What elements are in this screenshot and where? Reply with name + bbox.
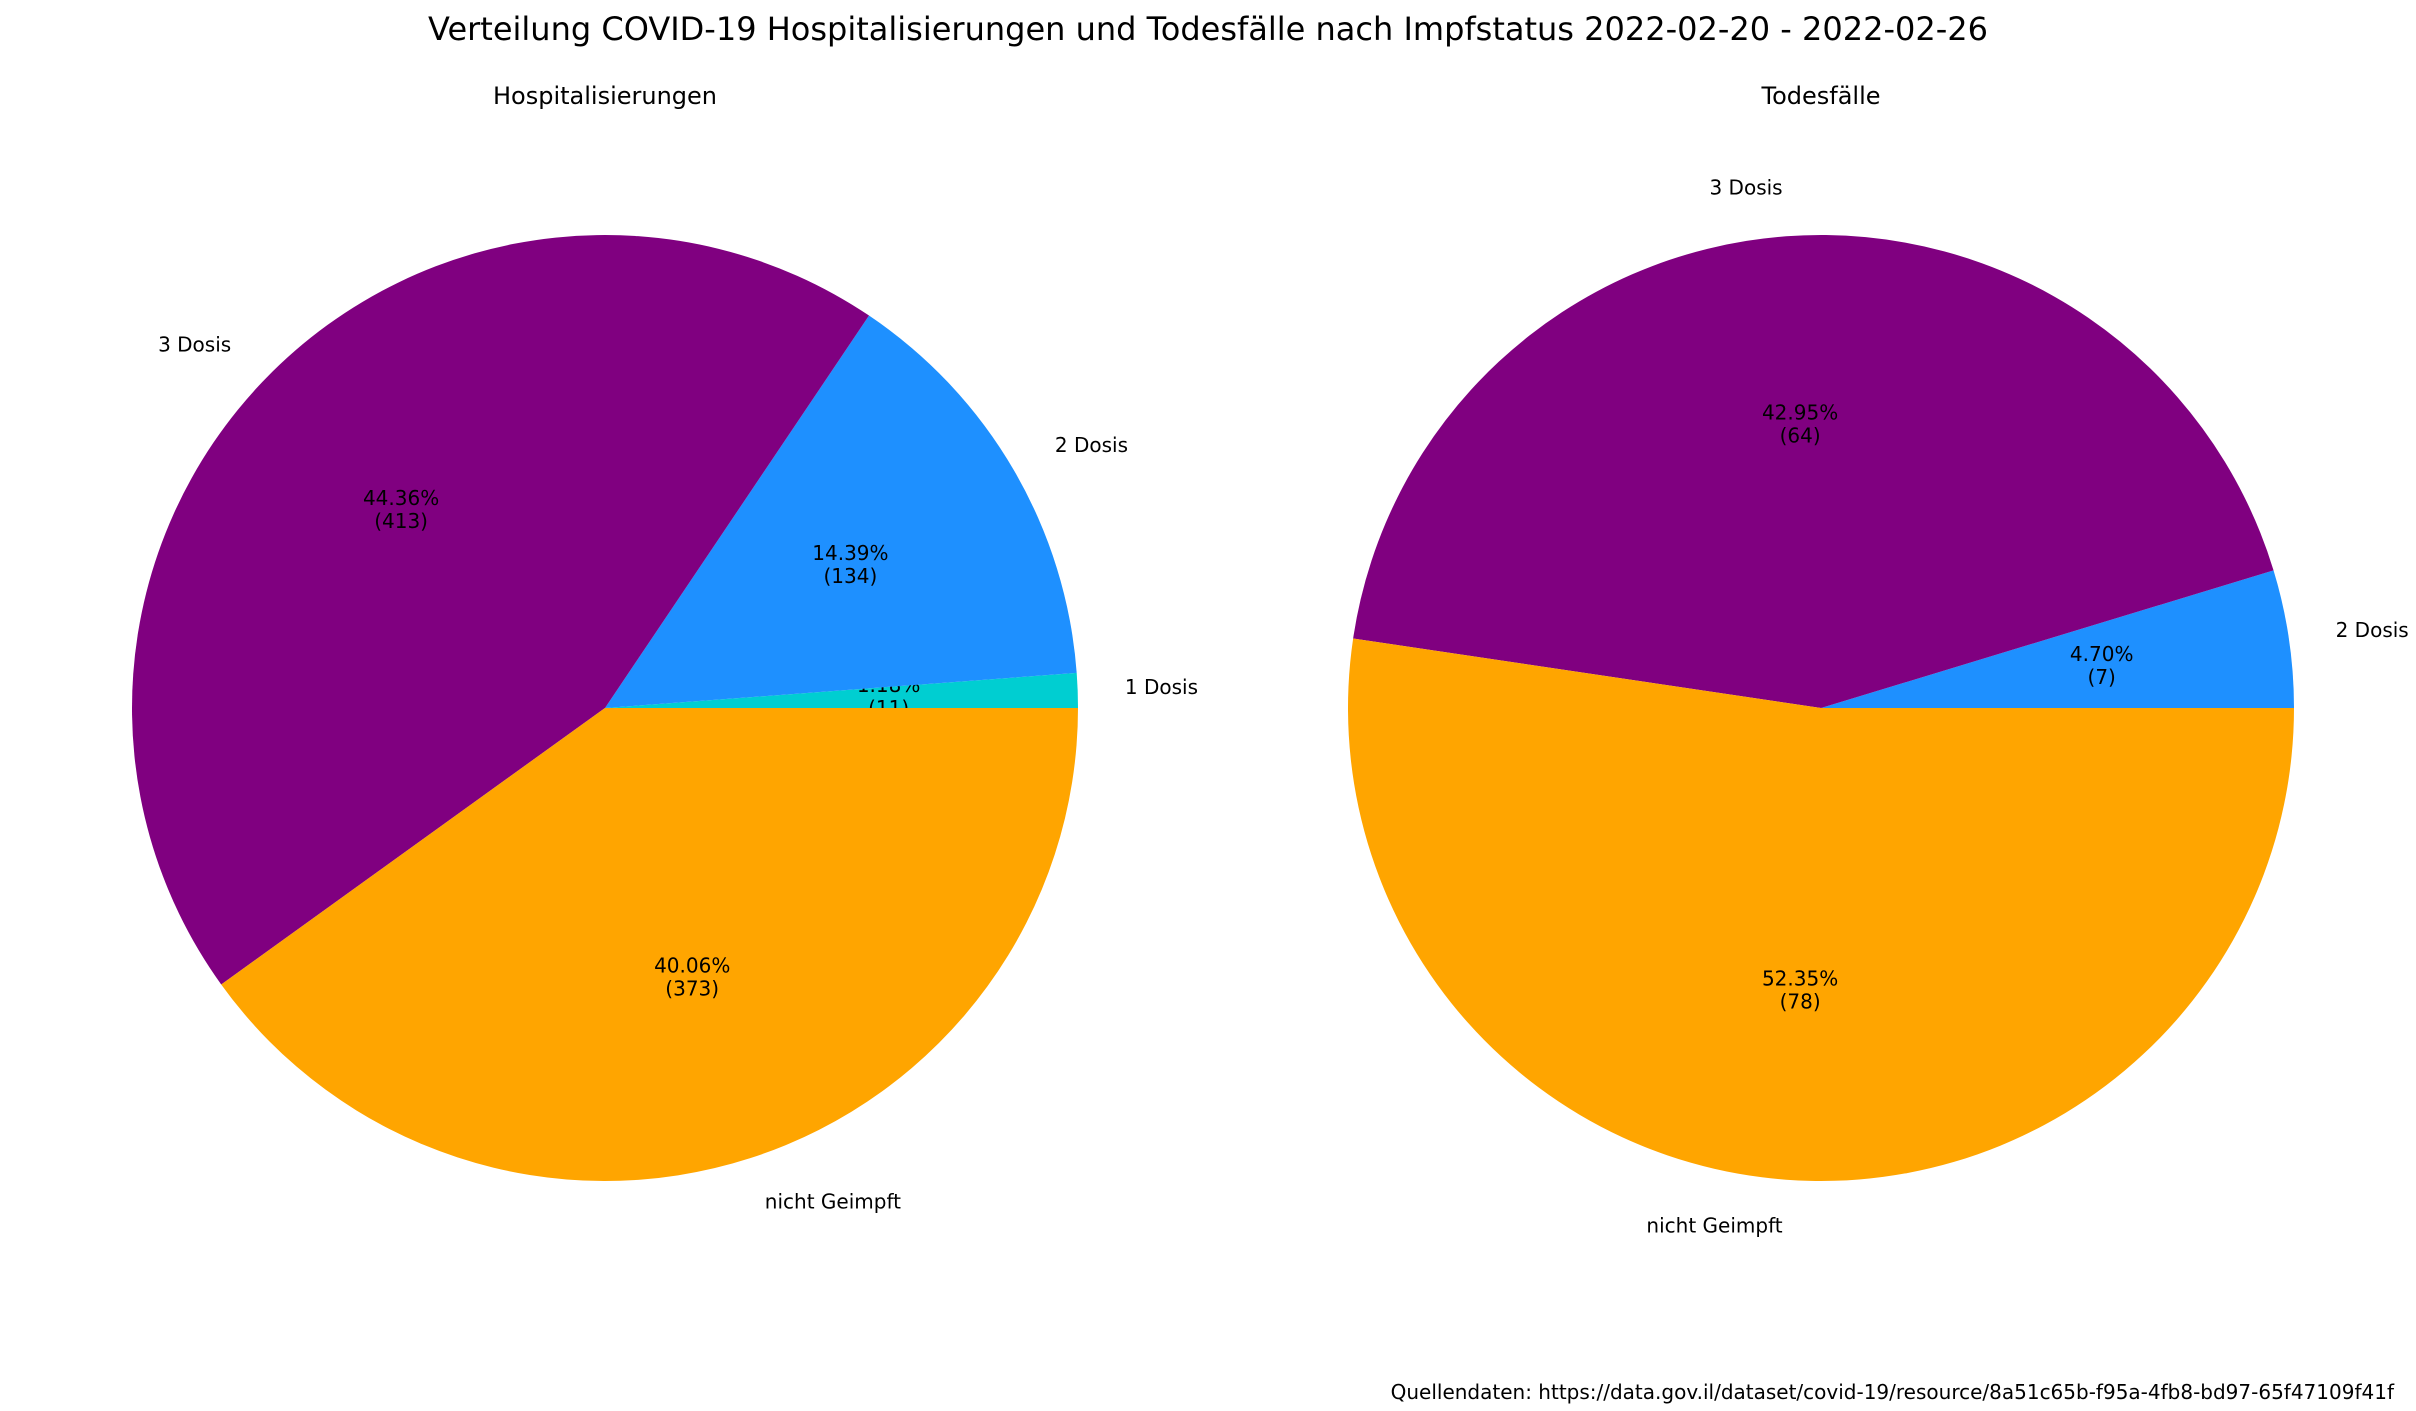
pie-0-slice-2-label: 3 Dosis — [158, 333, 231, 357]
pie-0-slice-2-percent: 44.36% — [363, 486, 439, 510]
pie-0-slice-1-wedge — [605, 315, 1077, 708]
pie-1-slice-3-percent: 52.35% — [1762, 967, 1838, 991]
pie-1-slice-2-percent: 42.95% — [1762, 401, 1838, 425]
pie-1-slice-2-count: (64) — [1780, 424, 1821, 448]
pie-1-slice-3-count: (78) — [1780, 990, 1821, 1014]
pie-1-slice-2-label: 3 Dosis — [1709, 176, 1782, 200]
figure-title: Verteilung COVID-19 Hospitalisierungen u… — [428, 10, 1988, 48]
pie-1-slice-3-wedge — [1347, 638, 2294, 1181]
pie-title: Hospitalisierungen — [493, 82, 717, 110]
pie-0-slice-2-count: (413) — [374, 509, 428, 533]
pie-1-slice-1-wedge — [1821, 570, 2294, 708]
pie-0-slice-1-percent: 14.39% — [812, 541, 888, 565]
pie-0-slice-0-label: 1 Dosis — [1125, 675, 1198, 699]
pie-0-slice-3-percent: 40.06% — [654, 954, 730, 978]
pie-1-slice-1-label: 2 Dosis — [2336, 618, 2409, 642]
pie-0-slice-3-label: nicht Geimpft — [765, 1190, 901, 1214]
pie-1-slice-3-label: nicht Geimpft — [1646, 1213, 1782, 1237]
pie-0-slice-2-wedge — [131, 234, 870, 985]
pie-0-slice-3-count: (373) — [665, 977, 719, 1001]
pie-0-slice-1-label: 2 Dosis — [1055, 433, 1128, 457]
pie-0-slice-0-wedge — [605, 672, 1078, 708]
pie-1-slice-2-wedge — [1353, 235, 2274, 708]
pie-0-slice-3-wedge — [221, 708, 1078, 1182]
pie-title: Todesfälle — [1760, 82, 1880, 110]
pie-1-slice-1-percent: 4.70% — [2070, 642, 2134, 666]
pie-0-slice-1-count: (134) — [824, 564, 878, 588]
pie-1-slice-1-count: (7) — [2088, 665, 2116, 689]
source-note: Quellendaten: https://data.gov.il/datase… — [1391, 1380, 2395, 1404]
